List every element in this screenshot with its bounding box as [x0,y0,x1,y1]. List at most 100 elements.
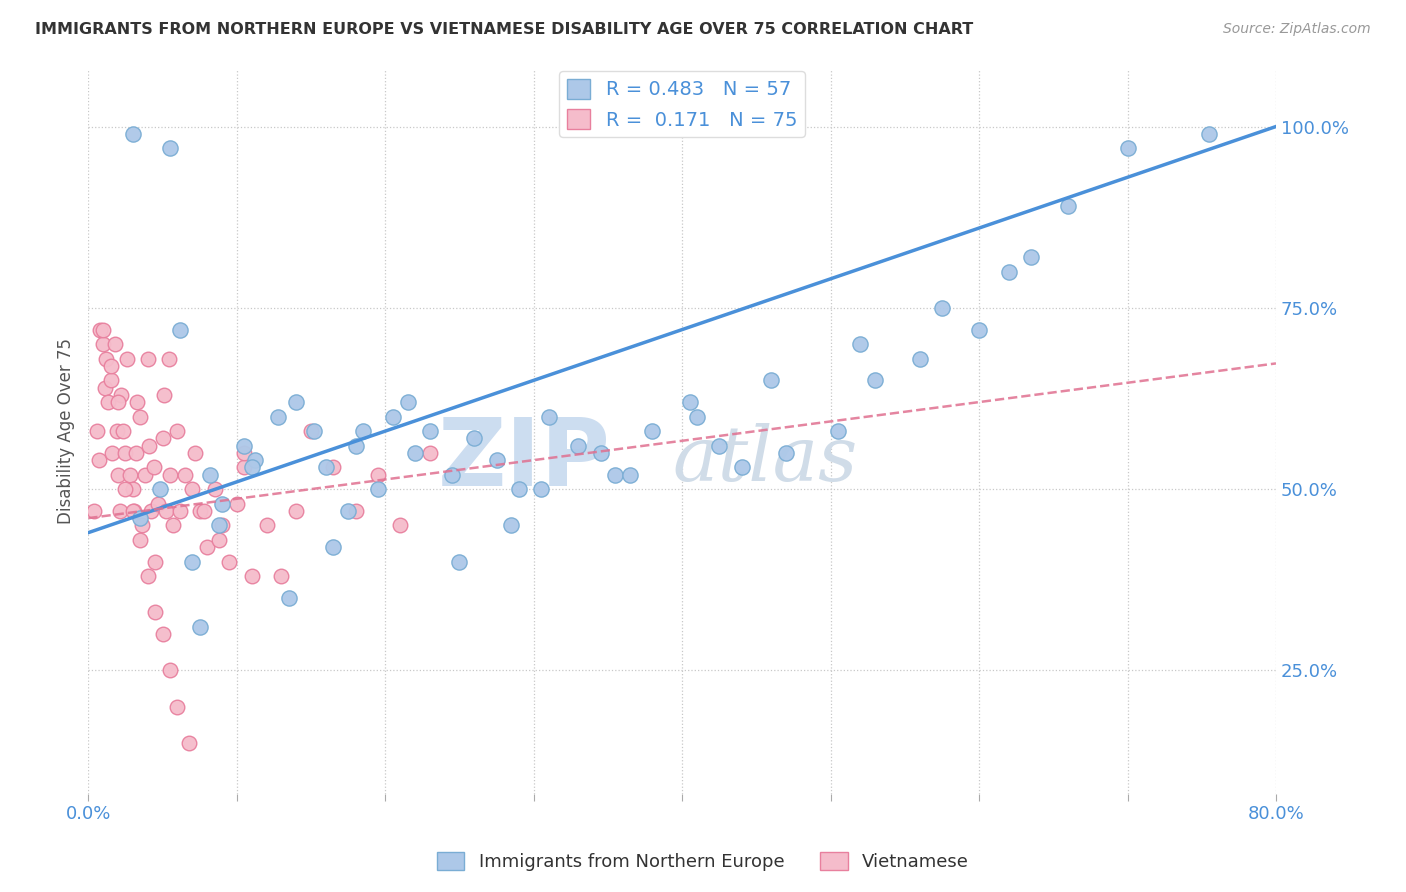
Point [389,518,412,533]
Point [344,504,367,518]
Point [138,439,160,453]
Text: ZIP: ZIP [439,414,612,506]
Point [101,446,124,460]
Point [775,446,797,460]
Point [419,446,441,460]
Point [619,467,641,482]
Point [337,504,360,518]
Point [105,424,128,438]
Point [367,467,389,482]
Point [142,460,165,475]
Point [730,460,752,475]
Point [761,373,783,387]
Point [208,518,231,533]
Point [83,504,105,518]
Point [567,439,589,453]
Point [302,424,325,438]
Point [686,409,709,424]
Point [122,127,145,141]
Point [86,424,108,438]
Point [233,460,256,475]
Point [396,395,419,409]
Point [89,322,111,336]
Point [108,504,131,518]
Point [96,351,118,366]
Point [240,569,263,583]
Point [169,504,191,518]
Point [530,482,553,496]
Point [122,504,145,518]
Point [299,424,322,438]
Point [1019,250,1042,264]
Point [114,446,136,460]
Point [155,504,177,518]
Point [931,301,953,315]
Point [129,409,152,424]
Point [134,467,156,482]
Point [277,591,299,605]
Point [198,467,221,482]
Point [110,388,132,402]
Point [419,424,441,438]
Point [122,482,145,496]
Point [1057,199,1080,213]
Point [322,540,344,554]
Point [115,351,138,366]
Point [243,453,266,467]
Point [267,409,290,424]
Point [270,569,292,583]
Point [107,395,129,409]
Point [87,453,110,467]
Point [188,620,211,634]
Point [218,555,240,569]
Point [159,664,181,678]
Point [211,518,233,533]
Point [152,627,174,641]
Point [143,606,166,620]
Point [211,497,233,511]
Text: atlas: atlas [672,423,858,497]
Point [100,373,122,387]
Point [188,504,211,518]
Point [159,141,181,155]
Point [169,322,191,336]
Point [181,482,204,496]
Point [93,381,115,395]
Point [143,555,166,569]
Point [449,555,471,569]
Point [193,504,215,518]
Point [149,482,172,496]
Point [159,467,181,482]
Point [100,359,122,373]
Point [1116,141,1139,155]
Point [124,504,146,518]
Point [166,699,188,714]
Point [195,540,218,554]
Point [181,555,204,569]
Point [136,569,159,583]
Legend: Immigrants from Northern Europe, Vietnamese: Immigrants from Northern Europe, Vietnam… [430,845,976,879]
Text: IMMIGRANTS FROM NORTHERN EUROPE VS VIETNAMESE DISABILITY AGE OVER 75 CORRELATION: IMMIGRANTS FROM NORTHERN EUROPE VS VIETN… [35,22,973,37]
Point [166,424,188,438]
Point [367,482,389,496]
Point [131,518,153,533]
Point [127,395,149,409]
Legend: R = 0.483   N = 57, R =  0.171   N = 75: R = 0.483 N = 57, R = 0.171 N = 75 [560,71,806,137]
Point [162,518,184,533]
Point [146,497,169,511]
Point [179,736,201,750]
Point [404,446,426,460]
Point [709,439,731,453]
Point [641,424,664,438]
Point [225,497,247,511]
Point [157,351,180,366]
Point [233,446,256,460]
Point [173,467,195,482]
Point [91,322,114,336]
Y-axis label: Disability Age Over 75: Disability Age Over 75 [58,338,75,524]
Point [153,388,176,402]
Point [118,467,141,482]
Point [322,460,344,475]
Point [129,533,152,547]
Point [97,395,120,409]
